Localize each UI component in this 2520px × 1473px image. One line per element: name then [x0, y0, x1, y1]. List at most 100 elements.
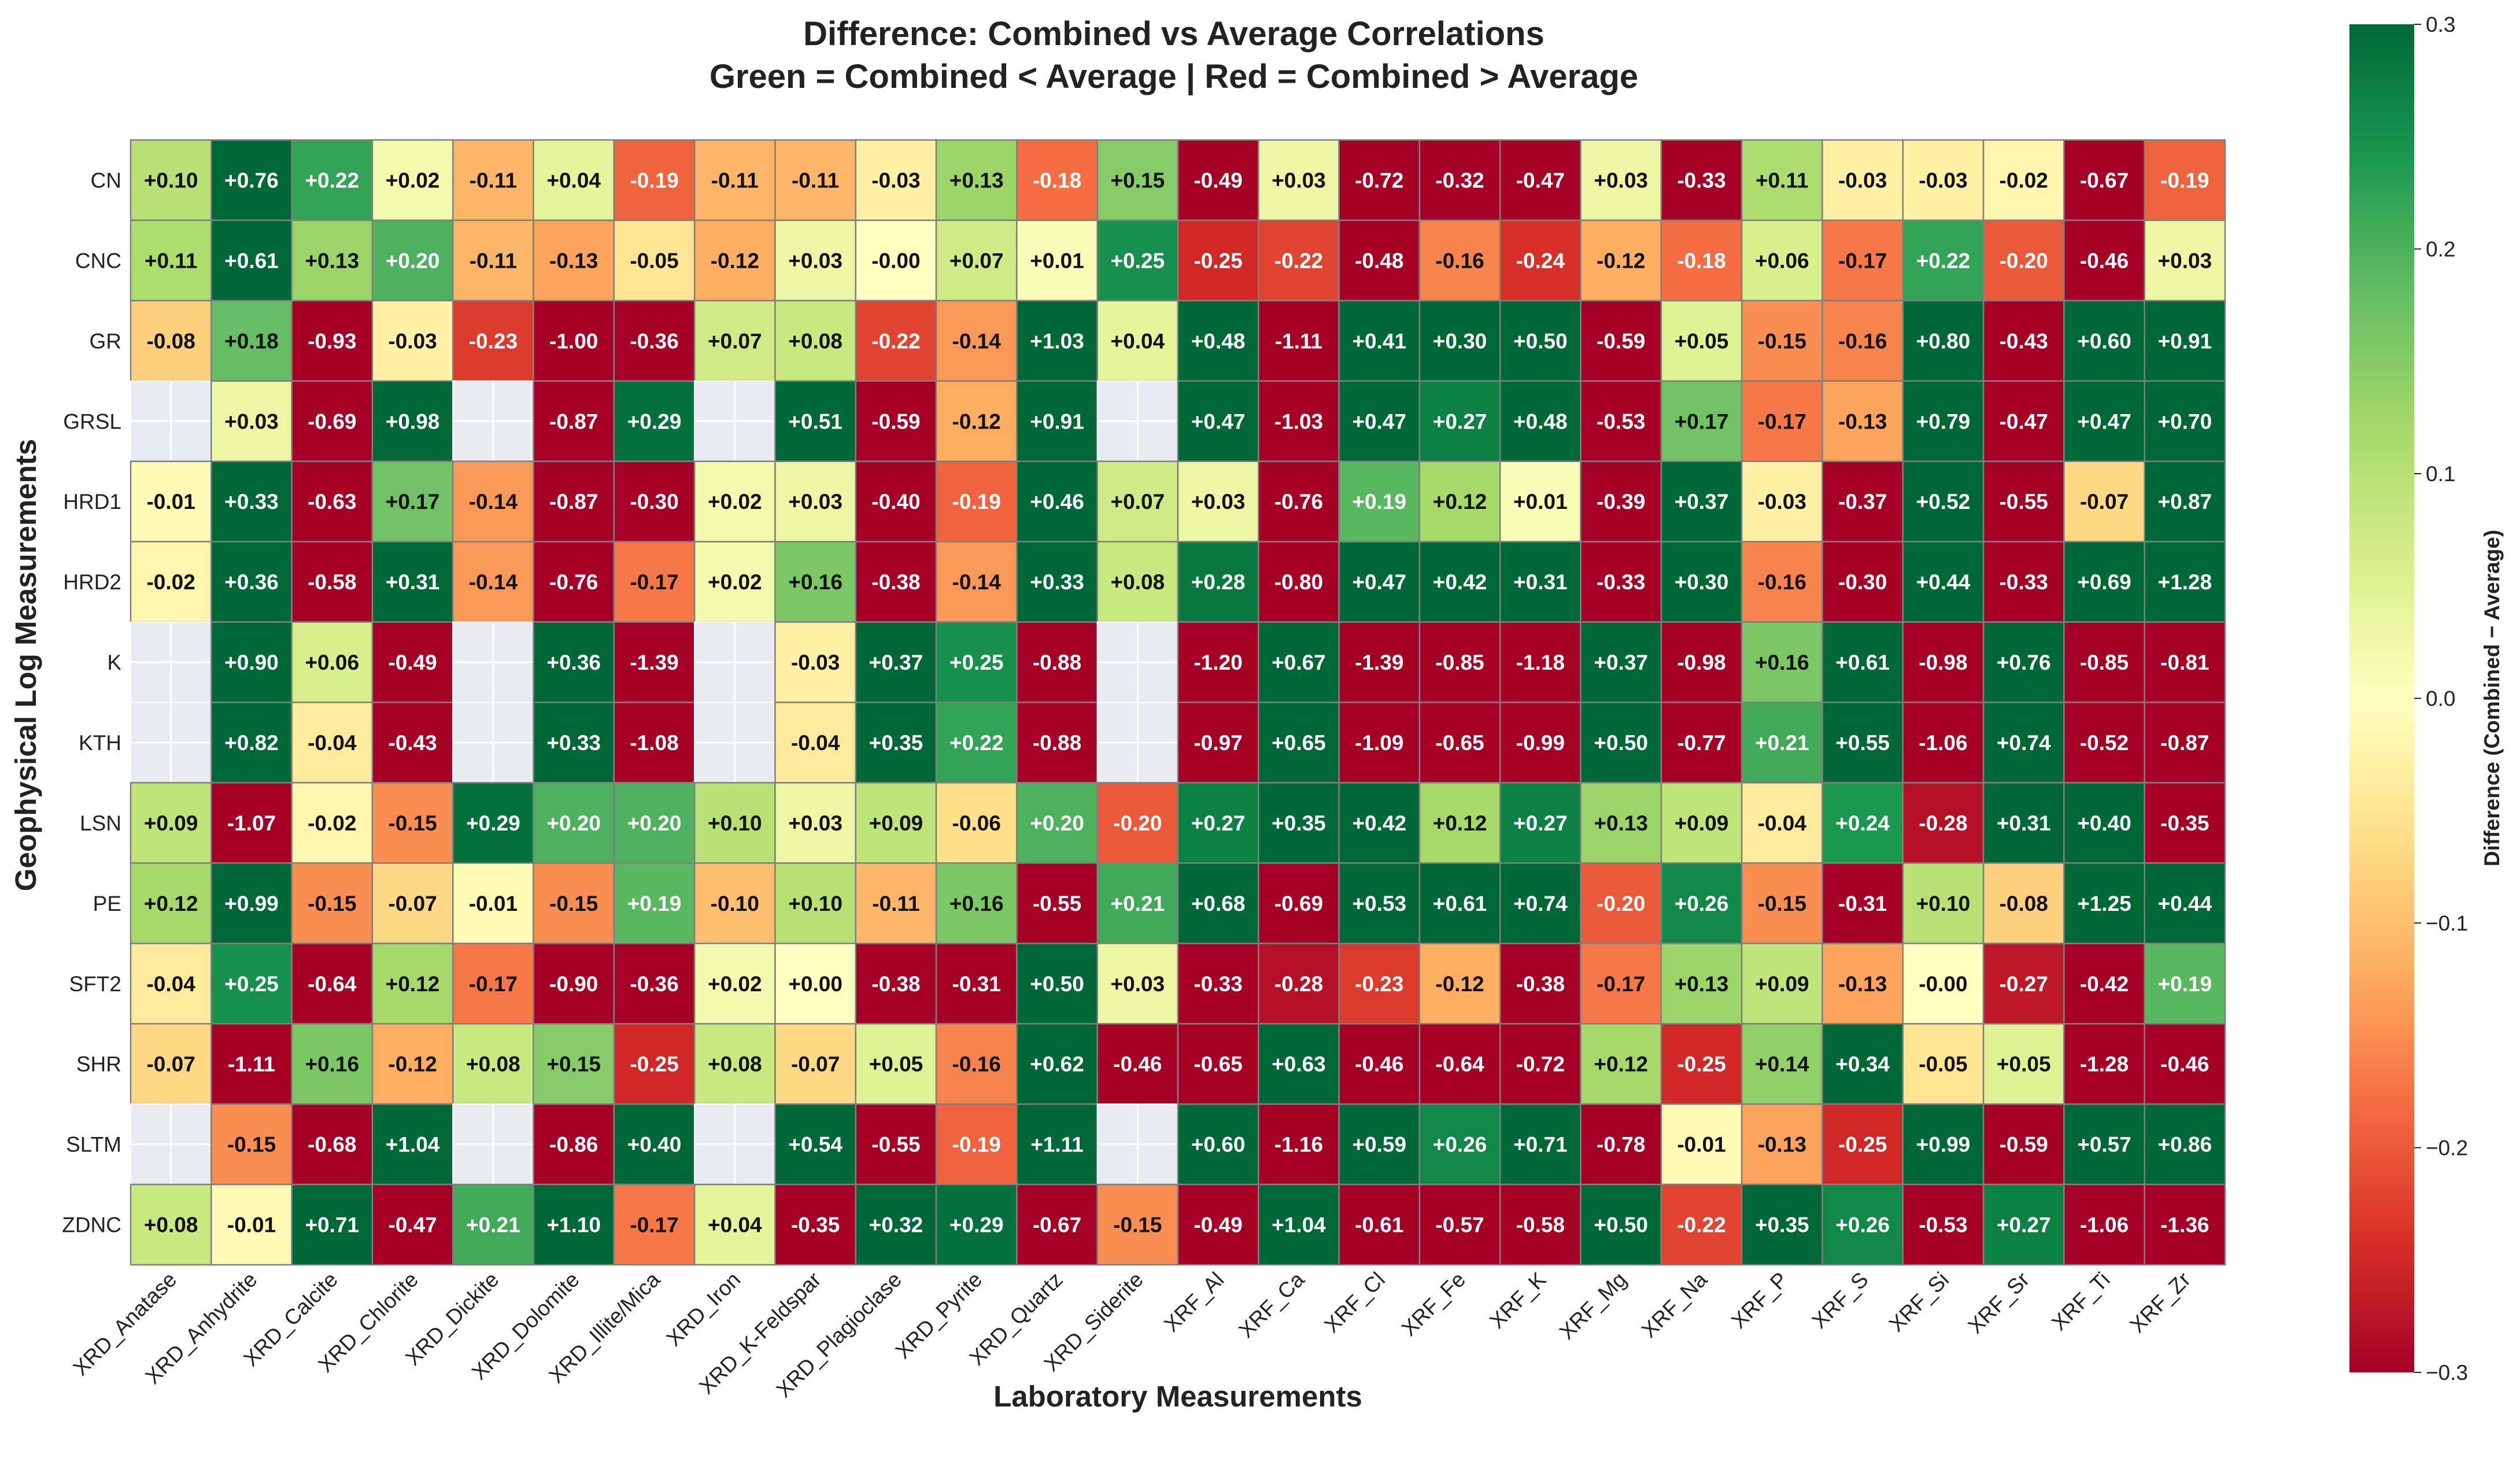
cell-value-label: +0.10 [788, 892, 843, 915]
cell-value-label: +0.15 [1111, 168, 1165, 192]
colorbar-tick-label: 0.3 [2426, 13, 2455, 36]
cell-value-label: -0.72 [1516, 1053, 1565, 1076]
cell-value-label: -0.46 [2160, 1053, 2209, 1076]
cell-value-label: -0.13 [1838, 972, 1887, 996]
cell-value-label: +0.00 [788, 972, 843, 996]
heatmap-cell [371, 862, 454, 944]
heatmap-cell [613, 1183, 696, 1266]
cell-value-label: +0.61 [1835, 651, 1890, 674]
heatmap-cell [1016, 862, 1098, 944]
cell-value-label: +0.55 [1835, 731, 1890, 755]
heatmap-cell [452, 862, 534, 944]
cell-value-label: +0.19 [2158, 972, 2212, 996]
cell-value-label: +0.74 [1997, 731, 2051, 755]
heatmap-cell [1177, 219, 1259, 302]
cell-value-label: -0.81 [2160, 651, 2209, 674]
cell-value-label: +0.02 [708, 490, 762, 514]
cell-value-label: -0.55 [1033, 892, 1081, 915]
heatmap-cell [1741, 139, 1823, 221]
cell-value-label: +0.24 [1835, 811, 1890, 835]
cell-value-label: +0.91 [1030, 409, 1084, 433]
heatmap-cell [1580, 541, 1662, 623]
cell-value-label: -0.36 [630, 972, 678, 996]
cell-value-label: +0.40 [2077, 811, 2131, 835]
row-tick-label: CN [91, 168, 121, 192]
cell-value-label: +0.40 [627, 1133, 682, 1157]
chart-subtitle: Green = Combined < Average | Red = Combi… [710, 58, 1638, 95]
cell-value-label: +0.76 [1997, 651, 2051, 674]
cell-value-label: -0.02 [308, 811, 356, 835]
column-tick-label: XRF_Mg [1555, 1268, 1631, 1344]
heatmap-cell [613, 1022, 696, 1105]
heatmap-cell [613, 621, 696, 703]
cell-value-label: -0.12 [952, 409, 1001, 433]
heatmap-cell [210, 782, 293, 864]
cell-value-label: -0.63 [308, 490, 356, 514]
heatmap-cell [1096, 1183, 1179, 1266]
heatmap-cell [1821, 300, 1904, 382]
heatmap-cell [1338, 782, 1421, 864]
cell-value-label: -0.46 [1113, 1053, 1162, 1076]
heatmap-cell [533, 1103, 615, 1186]
cell-value-label: -0.48 [1355, 249, 1403, 272]
heatmap-cell [130, 782, 212, 864]
cell-value-label: -0.07 [791, 1053, 840, 1076]
cell-value-label: -0.19 [630, 168, 678, 192]
column-tick-label: XRF_Na [1637, 1267, 1712, 1342]
cell-value-label: -0.57 [1435, 1213, 1484, 1237]
cell-value-label: -0.67 [1033, 1213, 1081, 1237]
cell-value-label: +0.30 [1675, 570, 1729, 594]
cell-value-label: -1.00 [549, 329, 598, 353]
cell-value-label: +0.08 [788, 329, 843, 353]
cell-value-label: +0.99 [1916, 1133, 1971, 1157]
heatmap-cell [1418, 943, 1501, 1025]
heatmap-cell [210, 300, 293, 382]
cell-value-label: +0.25 [224, 972, 279, 996]
heatmap-cell [1741, 1183, 1823, 1266]
colorbar-gradient [2349, 24, 2414, 1372]
cell-value-label: +0.46 [1030, 490, 1084, 514]
heatmap-cell [533, 541, 615, 623]
heatmap-cell [1902, 702, 1985, 784]
cell-value-label: +0.61 [224, 249, 279, 272]
heatmap-cell [2063, 702, 2145, 784]
row-tick-label: PE [93, 892, 121, 915]
row-tick-label: GR [90, 329, 122, 353]
cell-value-label: +0.08 [144, 1213, 198, 1237]
cell-value-label: -0.28 [1919, 811, 1967, 835]
cell-value-label: -0.03 [388, 329, 437, 353]
heatmap-cell [1741, 219, 1823, 302]
heatmap-cell [855, 1103, 937, 1186]
cell-value-label: +0.15 [546, 1053, 601, 1076]
cell-value-label: -0.07 [388, 892, 437, 915]
heatmap-cell [1580, 862, 1662, 944]
cell-value-label: -0.68 [308, 1133, 356, 1157]
heatmap-cell [291, 862, 374, 944]
cell-value-label: +0.29 [949, 1213, 1004, 1237]
heatmap-cell [1580, 1183, 1662, 1266]
cell-value-label: +0.13 [305, 249, 359, 272]
cell-value-label: -0.17 [630, 570, 678, 594]
cell-value-label: +0.12 [1594, 1053, 1648, 1076]
cell-value-label: -0.30 [1838, 570, 1887, 594]
heatmap-cell [855, 541, 937, 623]
cell-value-label: -0.04 [1758, 811, 1807, 835]
cell-value-label: +0.51 [788, 409, 843, 433]
cell-value-label: -0.03 [1919, 168, 1967, 192]
heatmap-cell [2063, 139, 2145, 221]
heatmap-cell [693, 782, 776, 864]
cell-value-label: -0.32 [1435, 168, 1484, 192]
cell-value-label: +1.03 [1030, 329, 1084, 353]
heatmap-cell [1821, 380, 1904, 462]
cell-value-label: -1.20 [1194, 651, 1242, 674]
cell-value-label: +0.29 [466, 811, 520, 835]
cell-value-label: +0.22 [305, 168, 359, 192]
heatmap-cell [1982, 300, 2065, 382]
heatmap-cell [2144, 139, 2226, 221]
heatmap-cell [210, 1022, 293, 1105]
heatmap-cell [1418, 300, 1501, 382]
heatmap-cell [1660, 219, 1743, 302]
heatmap-cell [1096, 782, 1179, 864]
cell-value-label: +0.67 [1272, 651, 1326, 674]
colorbar-tick-label: −0.2 [2426, 1136, 2468, 1160]
